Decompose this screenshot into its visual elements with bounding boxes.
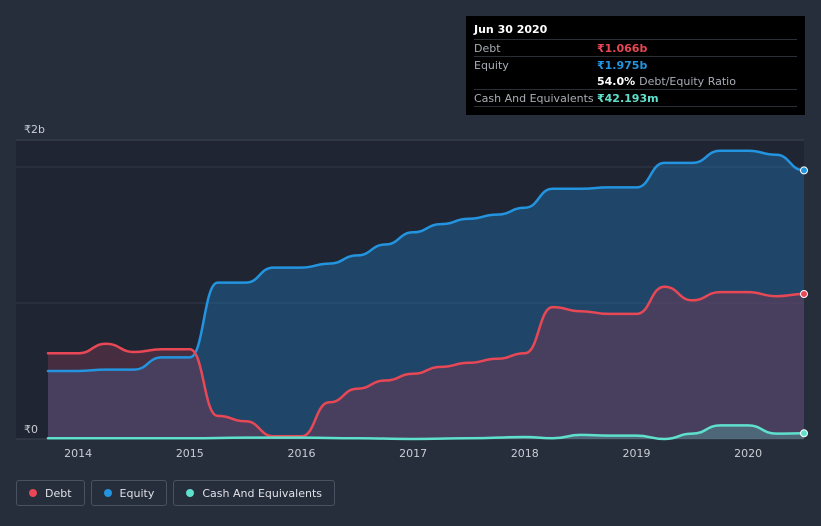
x-tick-label: 2019 xyxy=(622,447,650,460)
data-tooltip: Jun 30 2020 Debt ₹1.066b Equity ₹1.975b … xyxy=(466,16,805,115)
tooltip-cash-row: Cash And Equivalents ₹42.193m xyxy=(474,89,797,107)
y-tick-label: ₹2b xyxy=(24,123,45,136)
legend-cash[interactable]: Cash And Equivalents xyxy=(173,480,335,506)
legend-debt[interactable]: Debt xyxy=(16,480,85,506)
cash-and-equivalents-endpoint xyxy=(800,429,808,438)
debt-area xyxy=(48,286,804,439)
cash-dot-icon xyxy=(186,489,195,497)
legend-equity[interactable]: Equity xyxy=(90,480,168,506)
equity-dot-icon xyxy=(103,489,112,497)
x-tick-label: 2014 xyxy=(64,447,92,460)
tooltip-date: Jun 30 2020 xyxy=(474,23,548,36)
tooltip-ratio-label: Debt/Equity Ratio xyxy=(639,74,736,88)
x-tick-label: 2016 xyxy=(287,447,315,460)
equity-line xyxy=(46,149,806,373)
y-axis: ₹0 ₹2b xyxy=(24,123,45,436)
cash-and-equivalents-line xyxy=(46,424,806,441)
tooltip-equity-row: Equity ₹1.975b xyxy=(474,56,797,73)
tooltip-equity-value: ₹1.975b xyxy=(597,58,648,72)
chart-legend: Debt Equity Cash And Equivalents xyxy=(16,480,335,506)
series-lines xyxy=(46,149,806,441)
y-tick-label: ₹0 xyxy=(24,423,38,436)
debt-dot-icon xyxy=(29,489,37,497)
tooltip-equity-label: Equity xyxy=(474,58,509,72)
tooltip-cash-value: ₹42.193m xyxy=(597,91,659,105)
tooltip-ratio-row: 54.0% Debt/Equity Ratio xyxy=(474,73,797,89)
x-tick-label: 2017 xyxy=(399,447,427,460)
equity-endpoint xyxy=(800,166,808,175)
tooltip-debt-row: Debt ₹1.066b xyxy=(474,39,797,56)
series-endpoints xyxy=(800,166,808,438)
equity-area xyxy=(48,150,804,439)
legend-debt-label: Debt xyxy=(45,486,72,500)
debt-endpoint xyxy=(800,290,808,299)
tooltip-ratio-value: 54.0% xyxy=(597,74,636,88)
tooltip-debt-value: ₹1.066b xyxy=(597,41,648,55)
x-tick-label: 2018 xyxy=(511,447,539,460)
debt-line xyxy=(46,285,806,438)
legend-cash-label: Cash And Equivalents xyxy=(202,486,322,500)
tooltip-debt-label: Debt xyxy=(474,41,501,55)
tooltip-cash-label: Cash And Equivalents xyxy=(474,91,594,105)
x-tick-label: 2015 xyxy=(176,447,204,460)
x-axis: 2014 2015 2016 2017 2018 2019 2020 xyxy=(64,447,762,460)
legend-equity-label: Equity xyxy=(119,486,155,500)
x-tick-label: 2020 xyxy=(734,447,762,460)
